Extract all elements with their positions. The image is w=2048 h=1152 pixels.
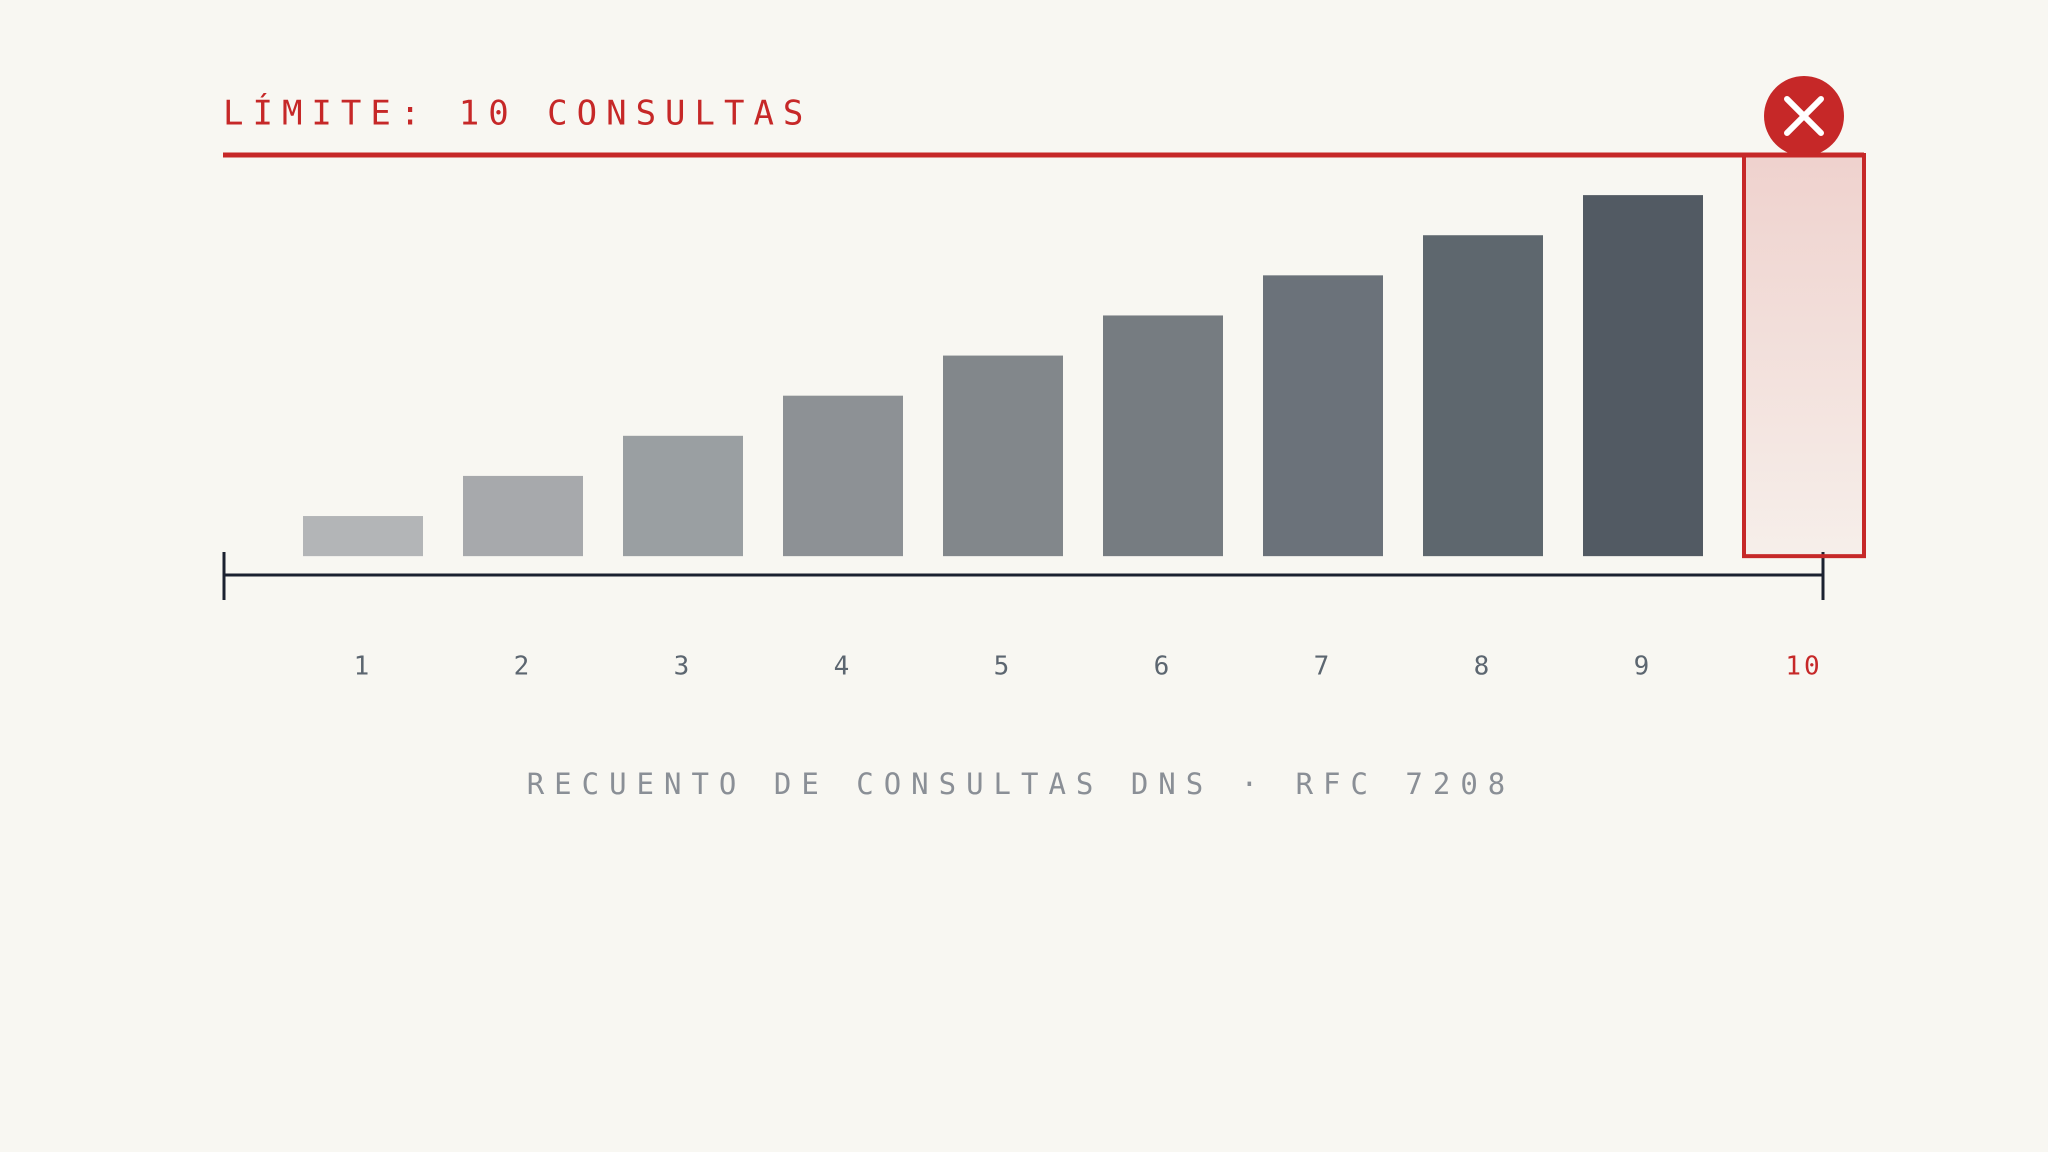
x-tick-label: 7 xyxy=(1314,652,1333,682)
bar xyxy=(783,395,903,557)
bar xyxy=(1423,235,1543,557)
bar xyxy=(943,355,1063,557)
x-tick-label: 8 xyxy=(1474,652,1493,682)
chart-title: LÍMITE: 10 CONSULTAS xyxy=(223,93,812,134)
bar xyxy=(1263,275,1383,557)
bar xyxy=(1103,315,1223,557)
limit-bar xyxy=(1742,153,1866,559)
x-tick-label: 2 xyxy=(514,652,533,682)
bars xyxy=(223,152,1866,559)
x-tick-label: 9 xyxy=(1634,652,1653,682)
bar xyxy=(1583,195,1703,557)
bar xyxy=(623,435,743,557)
chart-caption: RECUENTO DE CONSULTAS DNS · RFC 7208 xyxy=(527,767,1516,801)
x-tick-label: 1 xyxy=(354,652,373,682)
bar xyxy=(463,475,583,557)
close-icon xyxy=(1764,76,1844,156)
x-tick-label: 3 xyxy=(674,652,693,682)
x-tick-label: 6 xyxy=(1154,652,1173,682)
close-x xyxy=(1784,96,1824,136)
bar xyxy=(303,516,423,557)
x-tick-label: 4 xyxy=(834,652,853,682)
x-tick-label: 5 xyxy=(994,652,1013,682)
x-tick-label: 10 xyxy=(1785,652,1822,682)
